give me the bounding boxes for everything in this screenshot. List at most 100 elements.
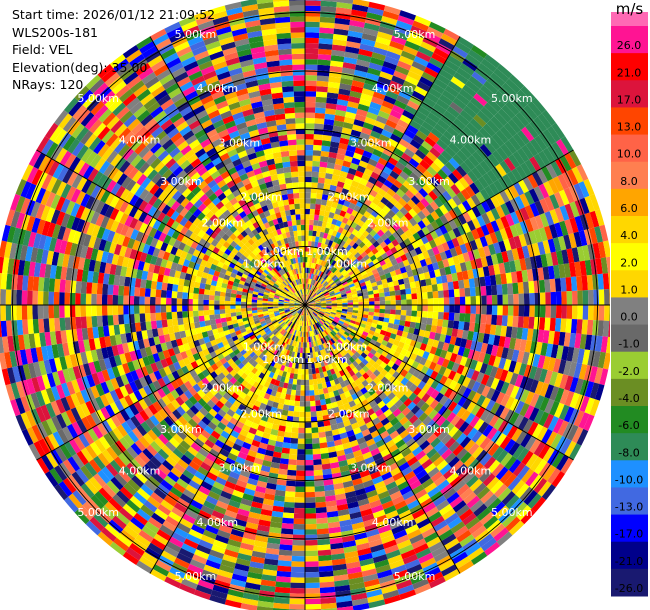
ppi-gate bbox=[424, 194, 434, 205]
ppi-gate bbox=[507, 315, 514, 327]
ppi-gate bbox=[390, 344, 398, 352]
ppi-gate bbox=[514, 387, 525, 401]
ppi-gate bbox=[134, 378, 144, 390]
ppi-gate bbox=[363, 348, 370, 356]
ppi-gate bbox=[184, 329, 192, 337]
ppi-gate bbox=[518, 293, 525, 305]
ppi-gate bbox=[382, 147, 394, 157]
ppi-gate bbox=[320, 404, 328, 411]
ppi-gate bbox=[459, 534, 475, 548]
ppi-gate bbox=[336, 281, 343, 287]
ppi-gate bbox=[513, 361, 522, 375]
ppi-gate bbox=[308, 341, 312, 348]
ppi-gate bbox=[344, 177, 353, 186]
ppi-gate bbox=[297, 308, 302, 314]
ppi-gate bbox=[554, 191, 565, 208]
ppi-gate bbox=[212, 328, 219, 335]
ppi-gate bbox=[395, 161, 406, 171]
ppi-gate bbox=[409, 533, 424, 545]
ppi-gate bbox=[225, 333, 232, 340]
ppi-gate bbox=[475, 465, 488, 479]
ppi-gate bbox=[416, 436, 427, 447]
ppi-gate bbox=[344, 285, 350, 290]
ppi-gate bbox=[349, 417, 358, 425]
ppi-gate bbox=[509, 498, 524, 513]
ppi-gate bbox=[497, 176, 509, 191]
ppi-gate bbox=[343, 273, 350, 279]
ppi-gate bbox=[335, 313, 342, 317]
ppi-gate bbox=[301, 320, 304, 327]
ppi-gate bbox=[404, 494, 418, 506]
ppi-gate bbox=[434, 207, 444, 218]
ppi-gate bbox=[271, 456, 281, 464]
ppi-gate bbox=[305, 267, 307, 273]
ppi-gate bbox=[357, 137, 369, 146]
ppi-gate bbox=[278, 468, 288, 476]
ppi-gate bbox=[417, 105, 431, 117]
ppi-gate bbox=[337, 358, 343, 366]
ppi-gate bbox=[588, 366, 598, 383]
ppi-gate bbox=[486, 519, 502, 534]
ppi-gate bbox=[324, 376, 330, 383]
ppi-gate bbox=[190, 499, 204, 510]
ppi-gate bbox=[305, 379, 310, 386]
ppi-gate bbox=[517, 282, 524, 294]
ppi-gate bbox=[425, 92, 439, 104]
ppi-gate bbox=[386, 188, 396, 197]
ppi-gate bbox=[315, 305, 322, 307]
ppi-gate bbox=[367, 261, 375, 268]
ppi-gate bbox=[67, 367, 77, 381]
ppi-gate bbox=[331, 230, 338, 237]
ppi-gate bbox=[441, 508, 456, 521]
ppi-gate bbox=[447, 370, 457, 381]
ppi-gate bbox=[290, 308, 296, 312]
ppi-gate bbox=[119, 486, 134, 500]
ppi-gate bbox=[377, 284, 384, 290]
ppi-gate bbox=[495, 466, 509, 481]
ppi-gate bbox=[344, 318, 351, 323]
ppi-gate bbox=[553, 264, 561, 279]
ppi-gate bbox=[347, 30, 363, 39]
ppi-gate bbox=[317, 313, 323, 318]
ppi-gate bbox=[258, 352, 265, 360]
ppi-gate bbox=[188, 528, 203, 540]
ppi-gate bbox=[432, 311, 439, 319]
ppi-gate bbox=[438, 305, 444, 313]
ppi-gate bbox=[465, 475, 479, 488]
ppi-gate bbox=[323, 329, 329, 336]
ppi-gate bbox=[437, 290, 444, 299]
ppi-gate bbox=[559, 205, 570, 221]
ppi-gate bbox=[134, 471, 148, 484]
ppi-gate bbox=[454, 305, 461, 314]
ppi-gate bbox=[283, 436, 292, 444]
ppi-gate bbox=[485, 399, 496, 412]
ppi-gate bbox=[394, 99, 407, 110]
ppi-gate bbox=[486, 305, 493, 315]
ppi-gate bbox=[462, 84, 477, 98]
ppi-gate bbox=[461, 330, 469, 340]
ppi-gate bbox=[408, 327, 415, 335]
ppi-gate bbox=[239, 446, 250, 455]
ppi-gate bbox=[362, 291, 369, 296]
ppi-gate bbox=[389, 313, 396, 320]
ppi-gate bbox=[441, 433, 452, 445]
ppi-gate bbox=[279, 458, 289, 465]
ppi-gate bbox=[537, 113, 552, 130]
ppi-gate bbox=[5, 383, 16, 401]
ppi-gate bbox=[211, 404, 221, 414]
ppi-gate bbox=[419, 259, 428, 268]
ppi-gate bbox=[301, 336, 304, 343]
ppi-gate bbox=[555, 291, 562, 305]
ppi-gate bbox=[258, 442, 268, 450]
ppi-gate bbox=[101, 527, 117, 542]
ppi-gate bbox=[324, 294, 330, 298]
ppi-gate bbox=[357, 313, 364, 318]
ppi-gate bbox=[257, 311, 264, 316]
ppi-gate bbox=[337, 215, 345, 222]
ppi-gate bbox=[381, 471, 393, 481]
ppi-gate bbox=[362, 314, 369, 319]
ppi-gate bbox=[458, 467, 472, 480]
ppi-gate bbox=[508, 154, 521, 169]
ppi-gate bbox=[311, 368, 316, 375]
ppi-gate bbox=[371, 197, 381, 206]
